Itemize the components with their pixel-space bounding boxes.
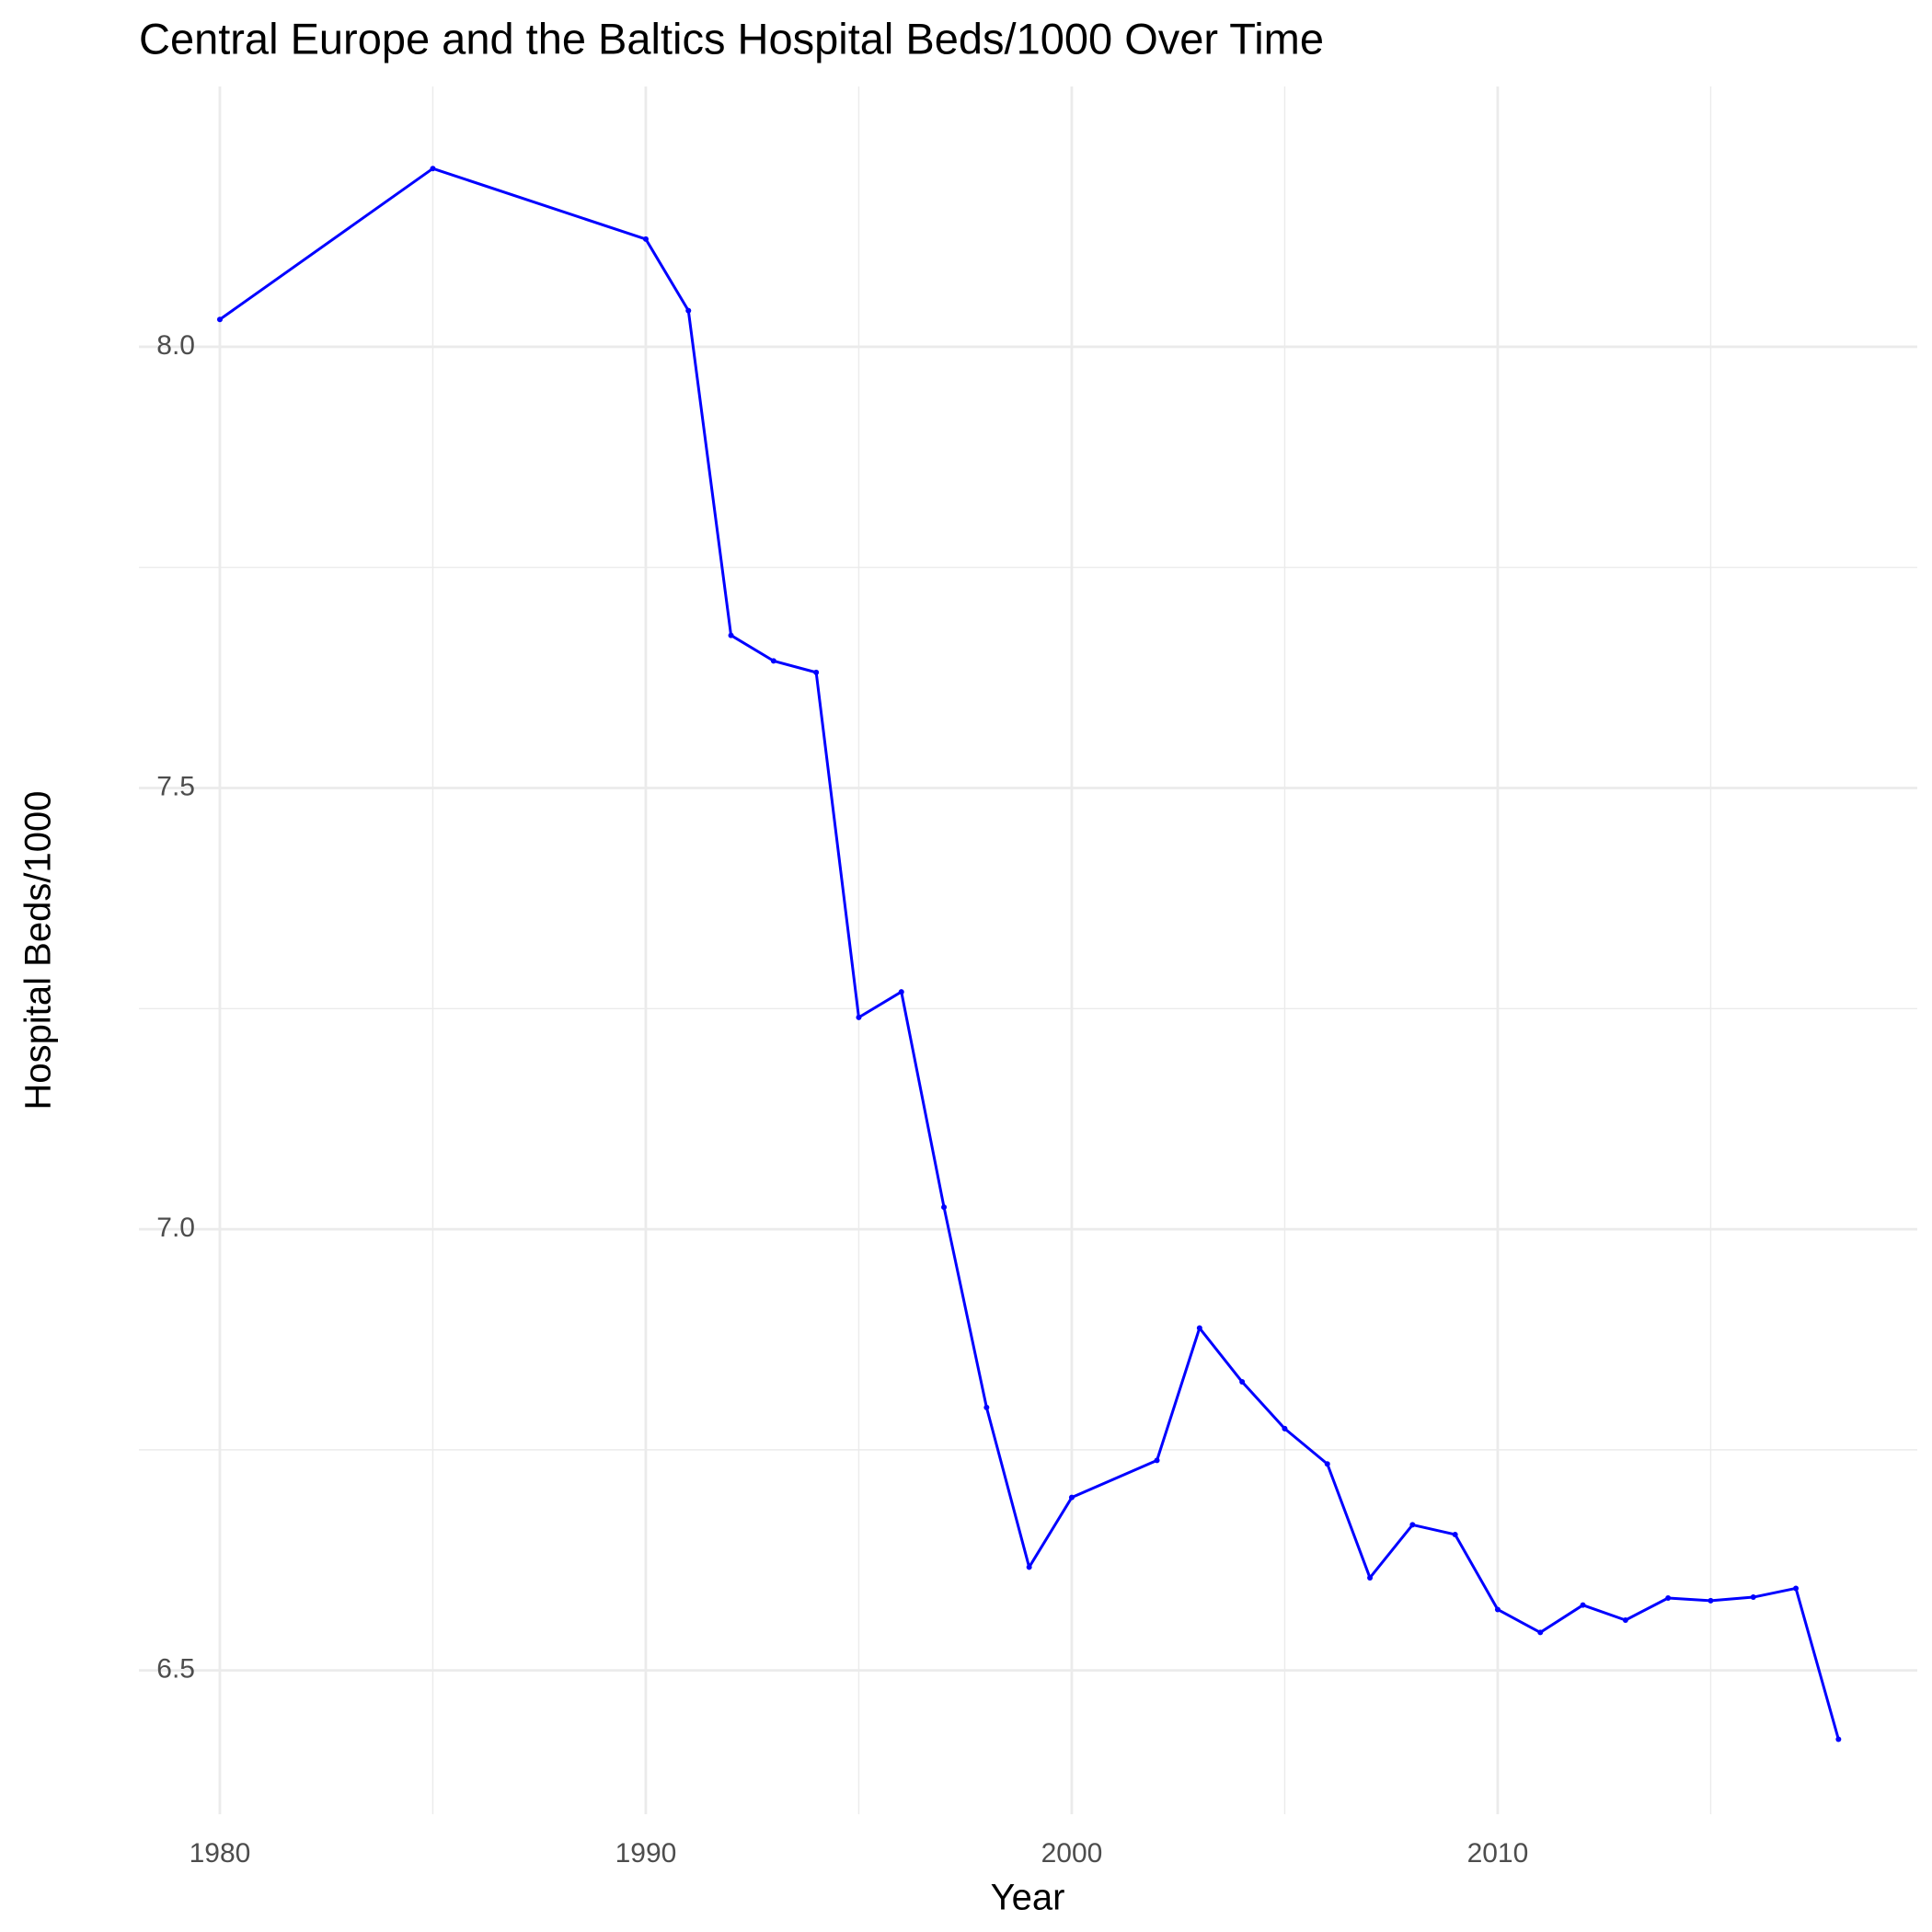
point [1324,1461,1330,1467]
y-axis-title: Hospital Beds/1000 [18,791,59,1110]
point [813,669,820,675]
point [1367,1574,1374,1581]
point [856,1014,862,1020]
point [1068,1494,1075,1501]
point [1835,1736,1842,1742]
point [1154,1457,1160,1464]
x-axis-title: Year [991,1878,1065,1918]
y-tick-label: 6.5 [156,1654,195,1685]
y-tick-label: 7.0 [156,1213,195,1243]
point [983,1404,990,1410]
point [1452,1531,1458,1537]
point [1665,1595,1672,1602]
x-tick-label: 2010 [1467,1838,1529,1869]
point [1708,1597,1714,1604]
y-tick-label: 7.5 [156,771,195,801]
point [1580,1602,1586,1608]
point [1494,1606,1501,1613]
point [1239,1379,1246,1386]
point [1622,1616,1628,1623]
point [1282,1425,1288,1432]
point [770,658,776,664]
x-tick-label: 1980 [190,1838,251,1869]
line [219,167,1840,1740]
point [685,307,692,314]
point [216,316,223,323]
x-tick-label: 1990 [615,1838,677,1869]
point [1026,1564,1032,1570]
x-tick-label: 2000 [1041,1838,1103,1869]
point [898,989,904,995]
y-tick-label: 8.0 [156,330,195,361]
point [1793,1585,1800,1592]
point [728,632,734,638]
point [1196,1325,1202,1331]
point [1750,1594,1756,1601]
point [642,236,649,242]
chart-title: Central Europe and the Baltics Hospital … [139,14,1324,63]
point [1409,1522,1416,1528]
point [430,166,436,172]
point [941,1204,948,1211]
point [1537,1629,1544,1636]
